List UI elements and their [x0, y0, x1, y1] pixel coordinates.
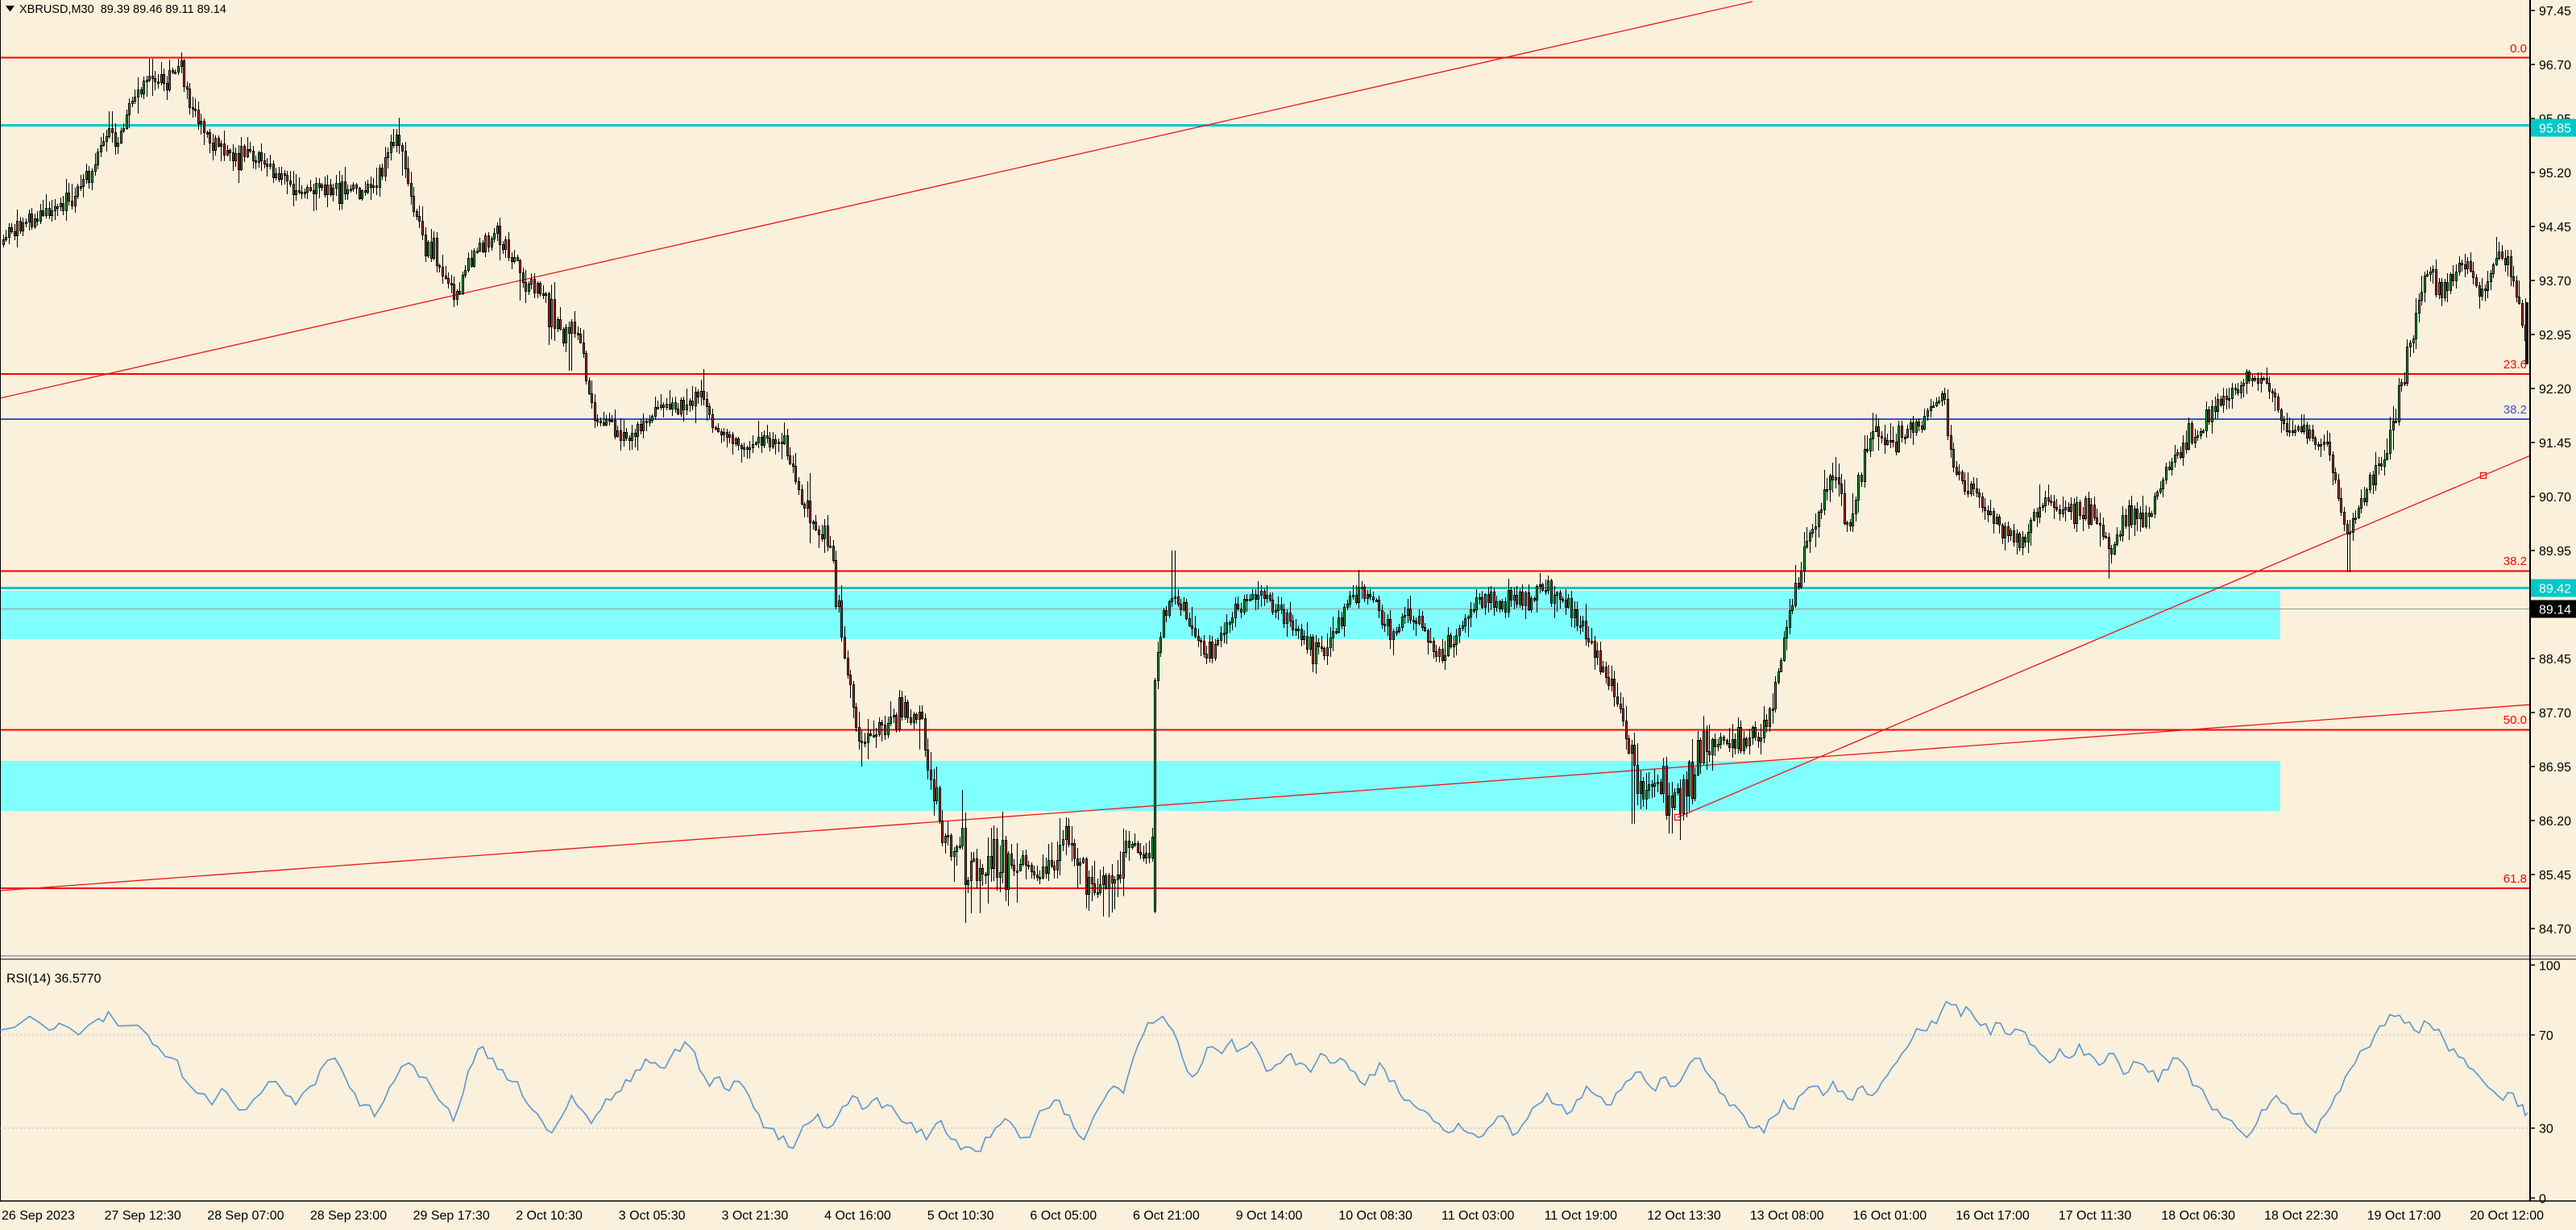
svg-text:87.70: 87.70: [2539, 707, 2571, 721]
svg-text:11 Oct 03:00: 11 Oct 03:00: [1441, 1209, 1515, 1223]
svg-text:0.0: 0.0: [2510, 42, 2527, 56]
svg-text:16 Oct 17:00: 16 Oct 17:00: [1956, 1209, 2030, 1223]
svg-text:0: 0: [2539, 1192, 2546, 1206]
svg-text:10 Oct 08:30: 10 Oct 08:30: [1338, 1209, 1412, 1223]
svg-text:86.20: 86.20: [2539, 815, 2571, 829]
svg-text:3 Oct 21:30: 3 Oct 21:30: [722, 1209, 789, 1223]
svg-text:88.45: 88.45: [2539, 653, 2571, 667]
svg-text:9 Oct 14:00: 9 Oct 14:00: [1236, 1209, 1303, 1223]
svg-text:26 Sep 2023: 26 Sep 2023: [2, 1209, 75, 1223]
svg-text:6 Oct 05:00: 6 Oct 05:00: [1030, 1209, 1097, 1223]
svg-text:28 Sep 23:00: 28 Sep 23:00: [310, 1209, 387, 1223]
svg-text:6 Oct 21:00: 6 Oct 21:00: [1133, 1209, 1200, 1223]
svg-text:17 Oct 11:30: 17 Oct 11:30: [2059, 1209, 2132, 1223]
svg-text:27 Sep 12:30: 27 Sep 12:30: [105, 1209, 181, 1223]
svg-text:12 Oct 13:30: 12 Oct 13:30: [1647, 1209, 1721, 1223]
svg-text:3 Oct 05:30: 3 Oct 05:30: [619, 1209, 686, 1223]
svg-text:92.20: 92.20: [2539, 383, 2571, 397]
svg-text:XBRUSD,M30 89.39 89.46 89.11: XBRUSD,M30 89.39 89.46 89.11 89.14: [19, 3, 226, 16]
svg-text:20 Oct 12:00: 20 Oct 12:00: [2470, 1209, 2544, 1223]
svg-text:84.70: 84.70: [2539, 923, 2571, 937]
svg-text:18 Oct 06:30: 18 Oct 06:30: [2161, 1209, 2235, 1223]
svg-text:38.2: 38.2: [2503, 403, 2527, 417]
svg-text:91.45: 91.45: [2539, 437, 2571, 451]
svg-text:11 Oct 19:00: 11 Oct 19:00: [1545, 1209, 1618, 1223]
svg-text:86.95: 86.95: [2539, 761, 2571, 775]
svg-text:4 Oct 16:00: 4 Oct 16:00: [824, 1209, 891, 1223]
svg-text:89.95: 89.95: [2539, 545, 2571, 559]
svg-text:50.0: 50.0: [2503, 713, 2527, 727]
svg-text:97.45: 97.45: [2539, 5, 2571, 19]
svg-text:70: 70: [2539, 1029, 2553, 1043]
svg-text:90.70: 90.70: [2539, 491, 2571, 505]
svg-text:38.2: 38.2: [2503, 555, 2527, 568]
svg-text:61.8: 61.8: [2503, 872, 2527, 886]
svg-text:29 Sep 17:30: 29 Sep 17:30: [413, 1209, 490, 1223]
svg-text:93.70: 93.70: [2539, 275, 2571, 289]
svg-text:95.20: 95.20: [2539, 167, 2571, 181]
svg-text:16 Oct 01:00: 16 Oct 01:00: [1853, 1209, 1927, 1223]
svg-text:89.42: 89.42: [2539, 583, 2571, 596]
svg-text:13 Oct 08:00: 13 Oct 08:00: [1750, 1209, 1824, 1223]
svg-text:89.14: 89.14: [2539, 604, 2571, 617]
svg-text:19 Oct 17:00: 19 Oct 17:00: [2367, 1209, 2441, 1223]
svg-text:85.45: 85.45: [2539, 869, 2571, 883]
svg-text:28 Sep 07:00: 28 Sep 07:00: [207, 1209, 284, 1223]
svg-text:94.45: 94.45: [2539, 221, 2571, 235]
svg-text:100: 100: [2539, 959, 2561, 973]
svg-text:96.70: 96.70: [2539, 59, 2571, 73]
svg-text:2 Oct 10:30: 2 Oct 10:30: [516, 1209, 583, 1223]
svg-text:30: 30: [2539, 1123, 2553, 1137]
svg-text:95.85: 95.85: [2539, 123, 2571, 136]
svg-text:92.95: 92.95: [2539, 329, 2571, 343]
svg-text:18 Oct 22:30: 18 Oct 22:30: [2264, 1209, 2338, 1223]
svg-text:5 Oct 10:30: 5 Oct 10:30: [927, 1209, 994, 1223]
svg-text:RSI(14) 36.5770: RSI(14) 36.5770: [6, 972, 102, 986]
svg-text:23.6: 23.6: [2503, 358, 2527, 372]
